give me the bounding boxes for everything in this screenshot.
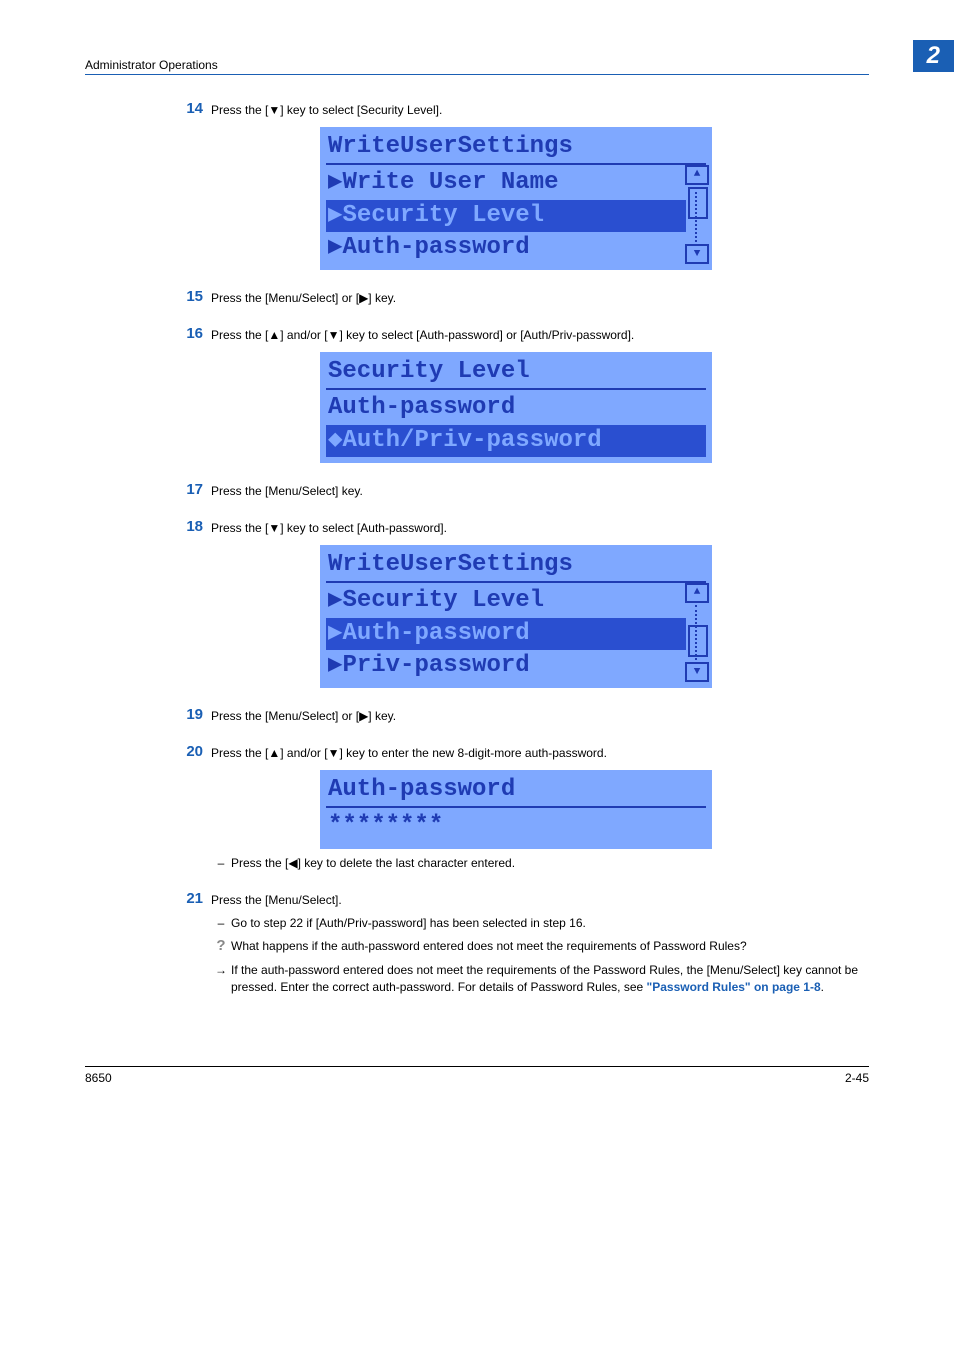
step-18: 18 Press the [▼] key to select [Auth-pas…	[163, 518, 869, 537]
lcd-title: Auth-password	[326, 774, 706, 808]
footer-left: 8650	[85, 1071, 112, 1085]
step-15: 15 Press the [Menu/Select] or [▶] key.	[163, 288, 869, 307]
step-number: 21	[163, 890, 211, 907]
arrow-icon: →	[211, 962, 231, 979]
lcd-scrollbar: ▲ ▼	[686, 583, 708, 683]
step-21-question: ? What happens if the auth-password ente…	[163, 938, 869, 955]
page-header: Administrator Operations 2	[85, 40, 869, 75]
lcd-row: ▶Auth-password	[326, 232, 706, 264]
lcd-row: Auth-password	[326, 392, 706, 424]
dash-marker: –	[211, 855, 231, 872]
lcd-row: ▶Priv-password	[326, 650, 706, 682]
step-20: 20 Press the [▲] and/or [▼] key to enter…	[163, 743, 869, 762]
answer-post: .	[821, 980, 824, 994]
sub-text: What happens if the auth-password entere…	[231, 938, 869, 955]
step-21-answer: → If the auth-password entered does not …	[163, 962, 869, 997]
step-text: Press the [▲] and/or [▼] key to select […	[211, 325, 634, 344]
step-text: Press the [Menu/Select].	[211, 890, 342, 909]
lcd-row: ▶Write User Name	[326, 167, 706, 199]
lcd-row-selected: ▶Security Level	[326, 200, 706, 232]
scroll-thumb	[688, 625, 708, 657]
lcd-3: WriteUserSettings ▶Security Level ▶Auth-…	[320, 545, 712, 689]
content: 14 Press the [▼] key to select [Security…	[85, 100, 869, 996]
scroll-up-icon: ▲	[685, 583, 709, 603]
lcd-2-wrap: Security Level Auth-password ◆Auth/Priv-…	[163, 352, 869, 463]
sub-text: Go to step 22 if [Auth/Priv-password] ha…	[231, 915, 869, 932]
lcd-title: WriteUserSettings	[326, 131, 706, 165]
step-text: Press the [▼] key to select [Security Le…	[211, 100, 442, 119]
step-16: 16 Press the [▲] and/or [▼] key to selec…	[163, 325, 869, 344]
step-number: 18	[163, 518, 211, 535]
password-rules-link[interactable]: "Password Rules" on page 1-8	[647, 980, 821, 994]
step-text: Press the [▲] and/or [▼] key to enter th…	[211, 743, 607, 762]
sub-text: Press the [◀] key to delete the last cha…	[231, 855, 869, 872]
step-number: 17	[163, 481, 211, 498]
step-21: 21 Press the [Menu/Select].	[163, 890, 869, 909]
lcd-4: Auth-password ********	[320, 770, 712, 849]
step-number: 15	[163, 288, 211, 305]
lcd-1: WriteUserSettings ▶Write User Name ▶Secu…	[320, 127, 712, 271]
page-footer: 8650 2-45	[85, 1066, 869, 1085]
step-20-sub: – Press the [◀] key to delete the last c…	[163, 855, 869, 872]
lcd-title: Security Level	[326, 356, 706, 390]
step-19: 19 Press the [Menu/Select] or [▶] key.	[163, 706, 869, 725]
lcd-scrollbar: ▲ ▼	[686, 165, 708, 265]
footer-right: 2-45	[845, 1071, 869, 1085]
header-title: Administrator Operations	[85, 58, 218, 72]
lcd-row-selected: ▶Auth-password	[326, 618, 706, 650]
chapter-number: 2	[913, 40, 954, 72]
step-number: 16	[163, 325, 211, 342]
step-number: 19	[163, 706, 211, 723]
step-number: 14	[163, 100, 211, 117]
lcd-4-wrap: Auth-password ********	[163, 770, 869, 849]
scroll-track	[695, 187, 699, 243]
scroll-up-icon: ▲	[685, 165, 709, 185]
lcd-1-wrap: WriteUserSettings ▶Write User Name ▶Secu…	[163, 127, 869, 271]
scroll-down-icon: ▼	[685, 662, 709, 682]
step-17: 17 Press the [Menu/Select] key.	[163, 481, 869, 500]
lcd-row-selected: ◆Auth/Priv-password	[326, 425, 706, 457]
step-text: Press the [Menu/Select] key.	[211, 481, 363, 500]
lcd-row: ********	[326, 810, 706, 842]
lcd-row: ▶Security Level	[326, 585, 706, 617]
sub-text: If the auth-password entered does not me…	[231, 962, 869, 997]
scroll-down-icon: ▼	[685, 244, 709, 264]
step-number: 20	[163, 743, 211, 760]
scroll-thumb	[688, 187, 708, 219]
step-21-sub-1: – Go to step 22 if [Auth/Priv-password] …	[163, 915, 869, 932]
question-icon: ?	[211, 938, 231, 953]
lcd-3-wrap: WriteUserSettings ▶Security Level ▶Auth-…	[163, 545, 869, 689]
dash-marker: –	[211, 915, 231, 932]
lcd-2: Security Level Auth-password ◆Auth/Priv-…	[320, 352, 712, 463]
step-text: Press the [Menu/Select] or [▶] key.	[211, 706, 396, 725]
step-text: Press the [Menu/Select] or [▶] key.	[211, 288, 396, 307]
lcd-title: WriteUserSettings	[326, 549, 706, 583]
step-text: Press the [▼] key to select [Auth-passwo…	[211, 518, 447, 537]
scroll-track	[695, 605, 699, 661]
step-14: 14 Press the [▼] key to select [Security…	[163, 100, 869, 119]
